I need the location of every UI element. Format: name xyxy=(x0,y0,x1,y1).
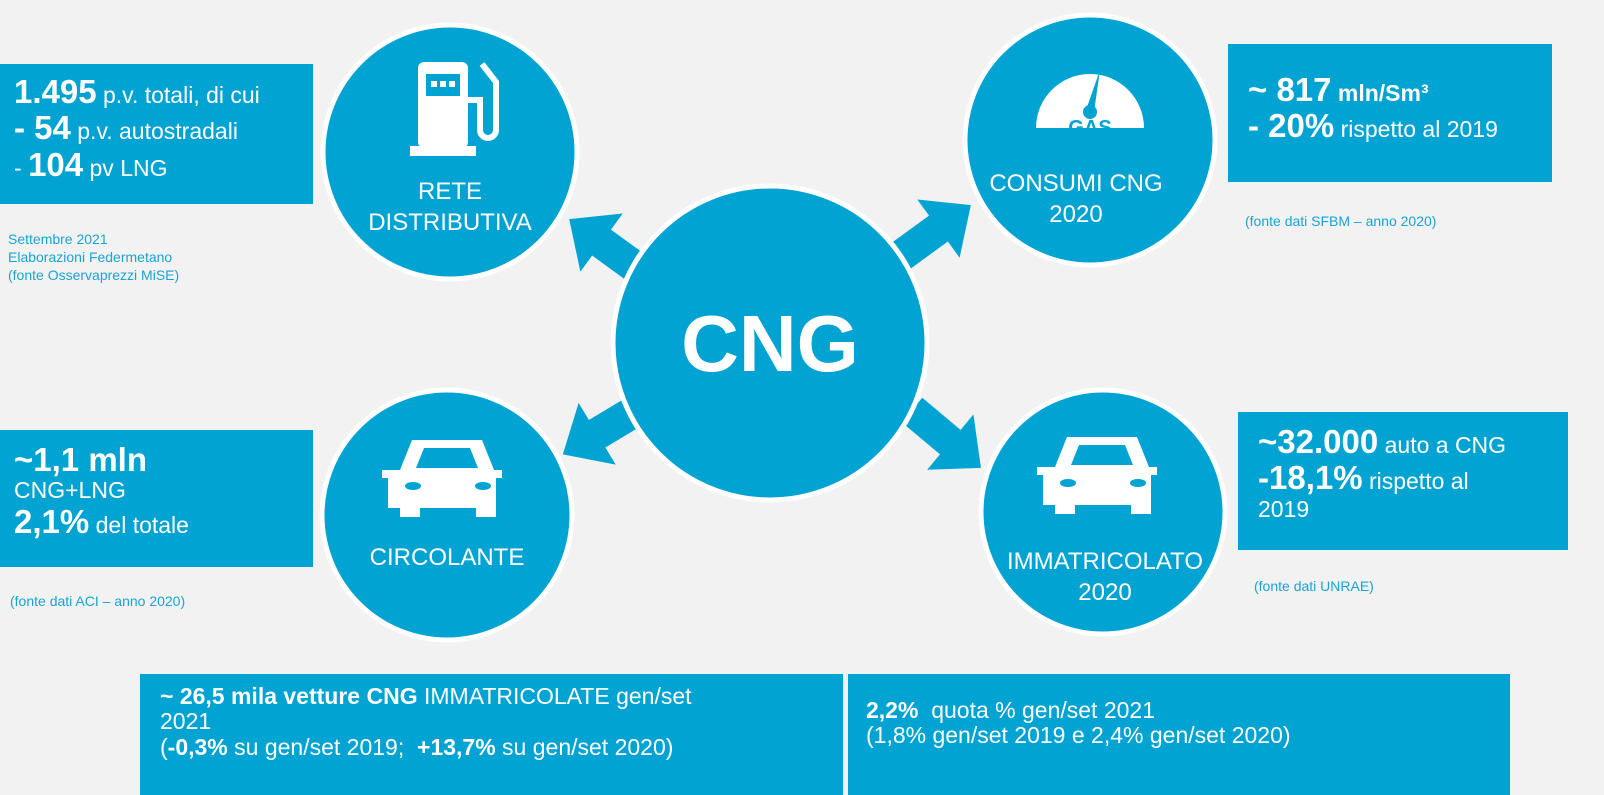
text-line: CIRCOLANTE xyxy=(369,544,525,571)
text-line: ~ 817 mln/Sm³ xyxy=(1248,71,1532,108)
text-run: rispetto al xyxy=(1362,468,1469,495)
text-line: ~32.000 auto a CNG xyxy=(1258,423,1548,460)
info-box: ~ 817 mln/Sm³ - 20% rispetto al 2019 xyxy=(1228,44,1552,182)
text-line: 2020 xyxy=(1078,579,1132,607)
text-run: -18,1% xyxy=(1258,459,1363,497)
text-run: rispetto al 2019 xyxy=(1334,116,1498,143)
source-note: (fonte dati UNRAE) xyxy=(1254,577,1374,595)
text-run: 2019 xyxy=(1258,495,1310,522)
text-run: 1.495 xyxy=(14,73,97,110)
center-label: CNG xyxy=(681,299,859,388)
text-run: (1,8% gen/set 2019 e 2,4% gen/set 2020) xyxy=(866,722,1291,749)
text-run: 2021 xyxy=(160,708,212,735)
text-run: -0,3% xyxy=(167,733,228,760)
text-run: pv LNG xyxy=(83,154,168,181)
text-run: CNG+LNG xyxy=(14,477,126,504)
text-line: - 20% rispetto al 2019 xyxy=(1248,108,1532,144)
arrow xyxy=(888,199,971,271)
circle xyxy=(610,183,930,503)
text-line: (-0,3% su gen/set 2019; +13,7% su gen/se… xyxy=(160,733,823,760)
text-run: 2,2% xyxy=(866,697,919,723)
text-run: 104 xyxy=(28,145,84,183)
gauge-icon: GAS xyxy=(1036,70,1144,139)
car-icon xyxy=(1037,437,1157,514)
source-note: Settembre 2021 Elaborazioni Federmetano (f… xyxy=(8,230,179,285)
text-run: su gen/set 2020) xyxy=(495,733,674,760)
text-line: 2,1% del totale xyxy=(14,502,299,540)
text-line: (fonte Osservaprezzi MiSE) xyxy=(8,267,180,284)
text-line: (fonte dati ACI – anno 2020) xyxy=(10,593,186,609)
text-line: 2021 xyxy=(160,709,823,734)
text-line: 1.495 p.v. totali, di cui xyxy=(14,73,299,110)
info-box: ~32.000 auto a CNG -18,1% rispetto al 2019 xyxy=(1238,412,1568,550)
text-line: ~ 26,5 mila vetture CNG IMMATRICOLATE ge… xyxy=(160,683,823,709)
fuel-pump-icon xyxy=(410,62,499,156)
node-label: RETE DISTRIBUTIVA xyxy=(320,176,580,238)
text-run: ~1,1 mln xyxy=(14,441,147,478)
text-run: ( xyxy=(160,733,168,760)
text-run: quota % gen/set 2021 xyxy=(918,697,1156,723)
info-box: ~1,1 mln CNG+LNG 2,1% del totale xyxy=(0,430,313,567)
circle xyxy=(319,387,575,643)
node-label: CONSUMI CNG 2020 xyxy=(946,168,1206,230)
text-run: del totale xyxy=(89,511,189,538)
info-box: ~ 26,5 mila vetture CNG IMMATRICOLATE ge… xyxy=(140,674,843,795)
text-line: Elaborazioni Federmetano xyxy=(8,249,173,266)
text-line: 2019 xyxy=(1258,495,1548,522)
text-line: 2020 xyxy=(1049,201,1103,229)
text-line: Settembre 2021 xyxy=(8,231,108,247)
text-line: 2,2% quota % gen/set 2021 xyxy=(866,697,1492,723)
node-label: CIRCOLANTE xyxy=(317,542,577,573)
text-run: - xyxy=(14,154,29,181)
text-run: mln/Sm³ xyxy=(1331,80,1429,106)
text-run: p.v. totali, di cui xyxy=(96,82,260,108)
text-run: 2,1% xyxy=(14,502,90,540)
text-run: ~ 817 xyxy=(1248,71,1332,108)
text-line: CONSUMI CNG xyxy=(989,170,1163,197)
text-line: IMMATRICOLATO xyxy=(1006,548,1203,575)
circle xyxy=(978,387,1228,637)
source-note: (fonte dati SFBM – anno 2020) xyxy=(1245,212,1436,230)
text-line: (fonte dati SFBM – anno 2020) xyxy=(1245,213,1437,229)
car-icon xyxy=(382,440,502,517)
svg-text:GAS: GAS xyxy=(1068,117,1111,139)
text-line: (1,8% gen/set 2019 e 2,4% gen/set 2020) xyxy=(866,723,1492,748)
node-label: IMMATRICOLATO 2020 xyxy=(975,546,1235,608)
text-run: - 54 xyxy=(14,109,71,147)
info-box: 1.495 p.v. totali, di cui - 54 p.v. autos… xyxy=(0,64,313,204)
source-note: (fonte dati ACI – anno 2020) xyxy=(10,592,185,610)
text-line: - 54 p.v. autostradali xyxy=(14,110,299,146)
text-run: ~ 26,5 mila vetture CNG xyxy=(160,683,418,709)
text-run: - 20% xyxy=(1248,107,1335,145)
text-run: su gen/set 2019; xyxy=(227,733,418,760)
text-run: IMMATRICOLATE gen/set xyxy=(417,683,692,709)
text-line: - 104 pv LNG xyxy=(14,145,299,183)
info-box: 2,2% quota % gen/set 2021 (1,8% gen/set 2… xyxy=(848,674,1510,795)
text-run: p.v. autostradali xyxy=(70,118,238,145)
text-run: auto a CNG xyxy=(1378,432,1507,458)
text-line: (fonte dati UNRAE) xyxy=(1254,578,1374,594)
text-line: -18,1% rispetto al xyxy=(1258,460,1548,496)
circle xyxy=(962,12,1218,268)
text-line: DISTRIBUTIVA xyxy=(368,209,532,237)
text-run: +13,7% xyxy=(417,733,496,760)
text-run: ~32.000 xyxy=(1258,423,1379,460)
arrow xyxy=(901,397,981,470)
text-line: CNG+LNG xyxy=(14,478,299,503)
text-line: RETE xyxy=(417,178,482,205)
text-line: ~1,1 mln xyxy=(14,441,299,478)
